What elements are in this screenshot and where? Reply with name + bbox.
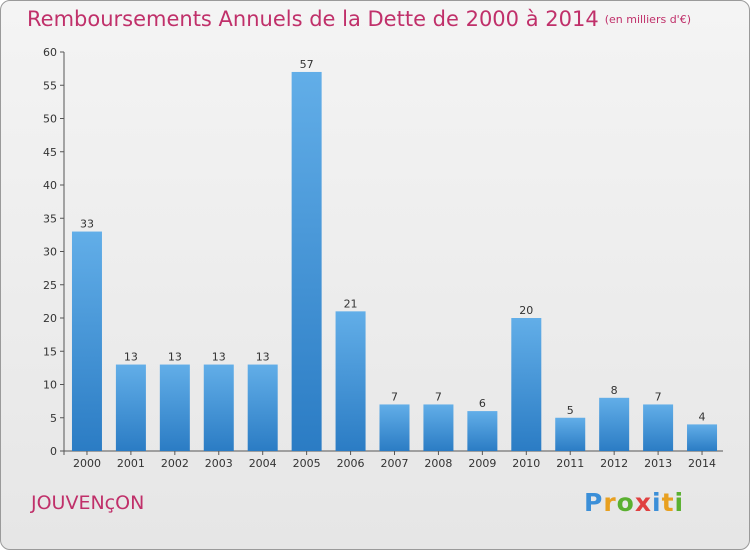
bar — [643, 404, 674, 451]
data-label: 7 — [655, 390, 662, 403]
bar — [159, 364, 190, 451]
logo-letter: o — [616, 488, 635, 517]
x-tick-label: 2012 — [600, 457, 628, 470]
y-tick-label: 0 — [50, 445, 57, 458]
bar — [247, 364, 278, 451]
commune-name: JOUVENçON — [31, 492, 145, 514]
y-tick-label: 10 — [43, 379, 57, 392]
x-tick-label: 2013 — [644, 457, 672, 470]
bar — [379, 404, 410, 451]
bar — [335, 311, 366, 451]
y-tick-label: 20 — [43, 312, 57, 325]
x-tick-label: 2000 — [73, 457, 101, 470]
proxiti-logo: Proxiti — [584, 488, 684, 517]
logo-letter: t — [661, 488, 675, 517]
chart-labels: 0510152025303540455055602000332001132002… — [43, 46, 716, 470]
x-tick-label: 2001 — [117, 457, 145, 470]
data-label: 13 — [256, 351, 270, 364]
x-tick-label: 2005 — [293, 457, 321, 470]
x-tick-label: 2007 — [381, 457, 409, 470]
chart-title-block: Remboursements Annuels de la Dette de 20… — [27, 7, 691, 31]
data-label: 13 — [212, 351, 226, 364]
bar — [687, 424, 718, 451]
logo-letter: x — [634, 488, 652, 517]
bar — [291, 71, 322, 451]
y-tick-label: 40 — [43, 179, 57, 192]
logo-letter: P — [584, 488, 604, 517]
chart-bars — [71, 71, 718, 451]
y-tick-label: 55 — [43, 79, 57, 92]
logo-letter: i — [674, 488, 685, 517]
logo-letter: i — [652, 488, 662, 517]
data-label: 13 — [168, 351, 182, 364]
bar — [555, 417, 586, 451]
chart-title: Remboursements Annuels de la Dette de 20… — [27, 7, 599, 31]
y-tick-label: 60 — [43, 46, 57, 59]
y-tick-label: 5 — [50, 412, 57, 425]
y-tick-label: 15 — [43, 345, 57, 358]
bar — [511, 318, 542, 451]
chart-subtitle: (en milliers d'€) — [604, 13, 691, 26]
y-tick-label: 30 — [43, 246, 57, 259]
bar — [467, 411, 498, 451]
y-tick-label: 35 — [43, 212, 57, 225]
data-label: 33 — [80, 218, 94, 231]
logo-letter: r — [603, 488, 617, 517]
data-label: 5 — [567, 404, 574, 417]
x-tick-label: 2008 — [424, 457, 452, 470]
bar — [115, 364, 146, 451]
x-tick-label: 2010 — [512, 457, 540, 470]
data-label: 13 — [124, 351, 138, 364]
data-label: 7 — [391, 390, 398, 403]
bar — [423, 404, 454, 451]
x-tick-label: 2006 — [337, 457, 365, 470]
data-label: 4 — [699, 410, 706, 423]
x-tick-label: 2003 — [205, 457, 233, 470]
bar — [71, 231, 102, 451]
bar — [599, 397, 630, 451]
data-label: 20 — [519, 304, 533, 317]
x-tick-label: 2002 — [161, 457, 189, 470]
data-label: 21 — [344, 297, 358, 310]
bar — [203, 364, 234, 451]
y-tick-label: 50 — [43, 113, 57, 126]
data-label: 57 — [300, 58, 314, 71]
data-label: 7 — [435, 390, 442, 403]
y-tick-label: 25 — [43, 279, 57, 292]
data-label: 6 — [479, 397, 486, 410]
x-tick-label: 2004 — [249, 457, 277, 470]
y-tick-label: 45 — [43, 146, 57, 159]
data-label: 8 — [611, 384, 618, 397]
x-tick-label: 2014 — [688, 457, 716, 470]
x-tick-label: 2009 — [468, 457, 496, 470]
x-tick-label: 2011 — [556, 457, 584, 470]
